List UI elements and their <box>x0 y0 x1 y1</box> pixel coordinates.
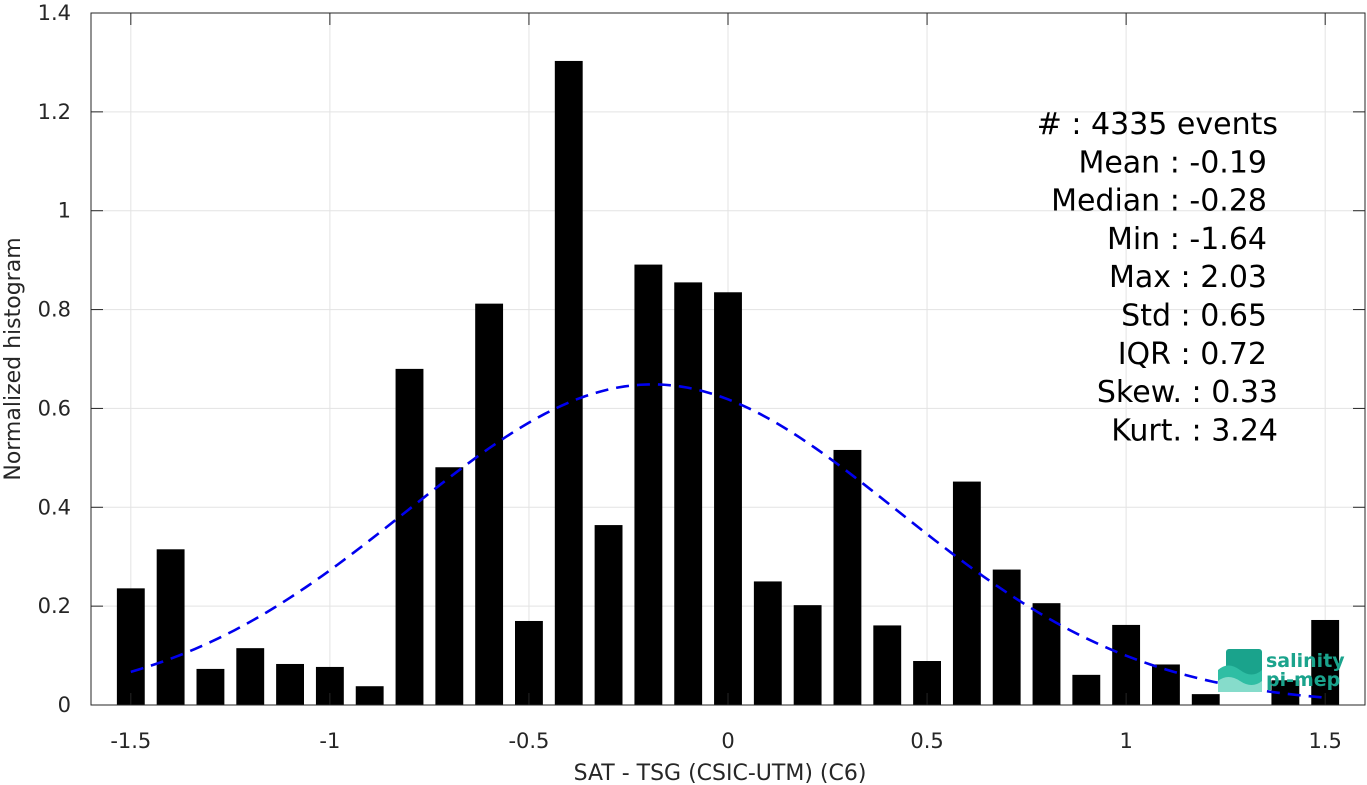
x-tick-label: -1.5 <box>110 729 151 753</box>
wave-logo-icon <box>1218 649 1262 692</box>
histogram-bar <box>753 581 782 705</box>
histogram-bar <box>196 668 225 705</box>
histogram-bar <box>395 368 424 705</box>
y-tick-label: 0 <box>58 693 71 717</box>
y-tick-label: 0.8 <box>38 298 71 322</box>
stat-line: Min : -1.64 <box>1107 222 1267 257</box>
histogram-bar <box>1032 603 1061 705</box>
stat-line: Median : -0.28 <box>1051 184 1267 219</box>
logo-line1: salinity <box>1266 650 1345 672</box>
histogram-bar <box>116 588 145 705</box>
axes-frame <box>90 12 1366 706</box>
histogram-bar <box>1112 624 1141 705</box>
x-tick-label: 1.5 <box>1308 729 1341 753</box>
histogram-bar <box>674 282 703 705</box>
stat-line: Skew. : 0.33 <box>1097 375 1278 410</box>
histogram-bar <box>594 525 623 705</box>
y-tick-label: 0.4 <box>38 495 71 519</box>
histogram-bar <box>475 303 504 705</box>
x-tick-labels: -1.5 -1 -0.5 0 0.5 1 1.5 <box>110 729 1342 753</box>
y-tick-label: 1.4 <box>38 1 71 25</box>
x-tick-label: 1 <box>1119 729 1132 753</box>
stat-line: Std : 0.65 <box>1121 299 1267 334</box>
histogram-bar <box>714 292 742 705</box>
histogram-bar <box>992 569 1021 705</box>
x-tick-label: 0 <box>721 729 734 753</box>
histogram-bar <box>435 467 464 705</box>
histogram-bar <box>1191 694 1220 705</box>
histogram-bar <box>355 686 384 705</box>
histogram-bar <box>276 663 304 705</box>
x-tick-label: -1 <box>319 729 340 753</box>
y-axis-label: Normalized histogram <box>1 237 26 480</box>
histogram-bar <box>793 605 822 705</box>
y-tick-label: 0.2 <box>38 594 71 618</box>
x-tick-label: 0.5 <box>910 729 943 753</box>
histogram-bar <box>236 648 265 705</box>
histogram-bar <box>634 264 663 705</box>
stat-line: IQR : 0.72 <box>1118 337 1267 372</box>
normal-fit-curve <box>130 383 1326 699</box>
bars <box>116 60 1340 705</box>
x-tick-label: -0.5 <box>508 729 549 753</box>
histogram-bar <box>952 481 981 705</box>
stat-line: Mean : -0.19 <box>1078 145 1267 180</box>
histogram-bar <box>554 60 583 705</box>
histogram-bar <box>1311 619 1340 705</box>
logo-line2: pi-mep <box>1266 669 1340 691</box>
histogram-bar <box>156 549 185 705</box>
stat-line: Max : 2.03 <box>1109 260 1267 295</box>
histogram-bar <box>873 625 902 705</box>
y-tick-label: 0.6 <box>38 396 71 420</box>
stat-line: Kurt. : 3.24 <box>1111 413 1278 448</box>
x-axis-label: SAT - TSG (CSIC-UTM) (C6) <box>574 761 867 785</box>
histogram-bar <box>1072 674 1101 705</box>
histogram-bar <box>833 449 862 705</box>
y-tick-labels: 0 0.2 0.4 0.6 0.8 1 1.2 1.4 <box>38 1 71 717</box>
y-tick-label: 1.2 <box>38 100 71 124</box>
salinity-pi-mep-logo: salinity pi-mep <box>1218 649 1345 692</box>
histogram-bar <box>515 620 543 705</box>
y-tick-label: 1 <box>58 199 71 223</box>
stat-line: # : 4335 events <box>1037 107 1278 142</box>
